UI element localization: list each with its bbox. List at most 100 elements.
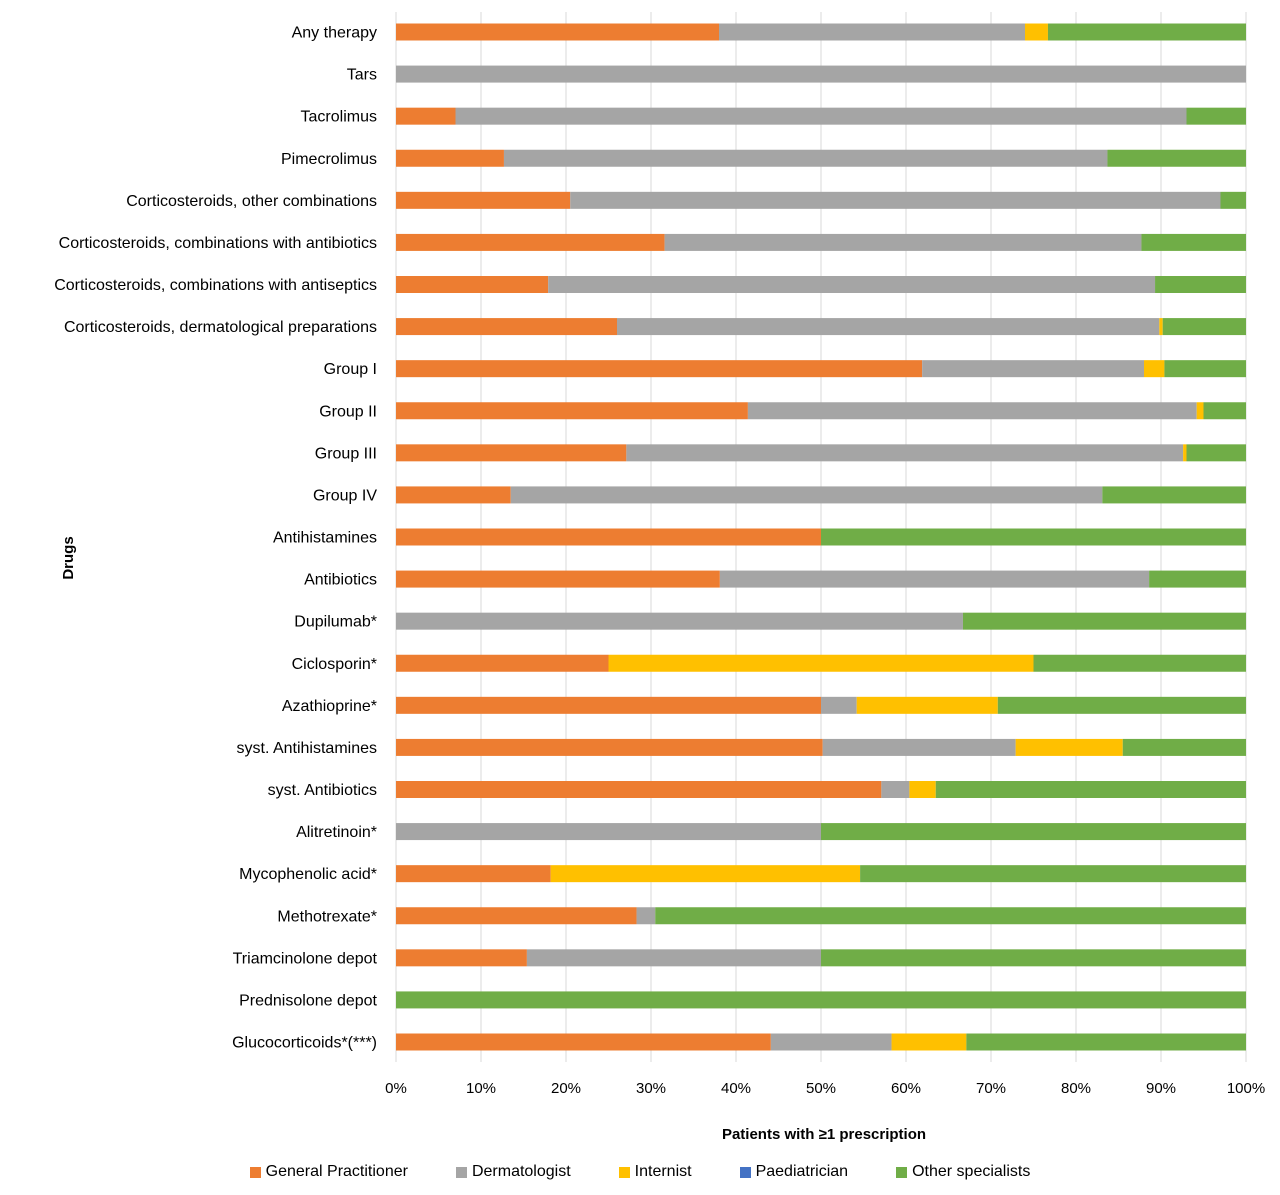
bar-segment [636, 907, 656, 925]
bar-segment [503, 149, 1108, 167]
legend-swatch [455, 1166, 467, 1178]
bar-segment [1144, 360, 1165, 378]
bar-segment [396, 696, 821, 714]
bar-segment [396, 612, 963, 630]
bar-segment [1122, 738, 1246, 756]
bar-segment [617, 318, 1160, 336]
bar-segment [396, 949, 527, 967]
bar-segment [881, 781, 910, 798]
bar-segment [822, 738, 1016, 756]
x-tick-label: 40% [721, 1080, 751, 1097]
bar-segment [550, 865, 861, 883]
bar-segment [396, 360, 923, 378]
bar-segment [909, 781, 936, 798]
bar-segment [922, 360, 1144, 378]
bar-segment [1164, 360, 1246, 378]
y-axis-title: Drugs [60, 536, 77, 579]
x-tick-label: 100% [1227, 1080, 1265, 1097]
category-label: Antihistamines [273, 530, 377, 547]
category-label: Glucocorticoids*(***) [232, 1035, 377, 1052]
x-tick-labels: 0% 10% 20% 30% 40% 50% 60% 70% 80% 90% 100% [385, 1080, 1265, 1097]
legend-label: Internist [634, 1163, 692, 1180]
bar-segment [1155, 276, 1246, 293]
category-label: Pimecrolimus [281, 151, 377, 168]
x-tick-label: 60% [891, 1080, 921, 1097]
bar-segment [396, 65, 1246, 83]
bar-segment [396, 149, 504, 167]
category-label: Group III [315, 445, 377, 462]
legend-swatch [618, 1166, 630, 1178]
bar-segment [821, 528, 1246, 546]
bar-segment [821, 696, 857, 714]
legend-item: Dermatologist [455, 1163, 571, 1181]
bar-segment [1033, 654, 1246, 672]
bar-segment [455, 107, 1187, 125]
legend-item: Other specialists [896, 1163, 1030, 1181]
bar-segment [396, 654, 609, 672]
x-tick-label: 30% [636, 1080, 666, 1097]
bar-segment [1186, 107, 1246, 125]
bar-segment [626, 444, 1184, 462]
bar-segment [1162, 318, 1246, 336]
bar-segment [1047, 23, 1246, 41]
bar-segment [396, 486, 511, 504]
category-label: Tacrolimus [301, 109, 377, 126]
bar-segment [1015, 738, 1123, 756]
bar-segment [1183, 444, 1187, 462]
category-label: Corticosteroids, combinations with antib… [59, 235, 377, 252]
x-axis-title: Patients with ≥1 prescription [722, 1126, 926, 1143]
legend-item: Internist [618, 1163, 692, 1181]
stacked-bar-chart: Any therapy Tars Tacrolimus Pimecrolimus Cor… [54, 12, 1265, 1143]
bar-segment [396, 865, 551, 883]
bar-segment [962, 612, 1246, 630]
bar-segment [396, 781, 882, 798]
category-label: Antibiotics [304, 572, 377, 589]
legend-item: General Practitioner [249, 1163, 408, 1181]
bar-segment [396, 233, 665, 251]
legend-swatch [896, 1166, 908, 1178]
category-labels: Any therapy Tars Tacrolimus Pimecrolimus Cor… [54, 25, 377, 1052]
legend-label: Dermatologist [471, 1163, 571, 1180]
bar-segment [396, 823, 821, 841]
category-label: Tars [347, 67, 377, 84]
legend-label: General Practitioner [265, 1163, 408, 1180]
x-tick-label: 0% [385, 1080, 407, 1097]
bar-segment [1203, 402, 1246, 420]
category-label: Triamcinolone depot [233, 950, 378, 967]
bar-segment [1107, 149, 1246, 167]
bar-segment [570, 191, 1221, 209]
bar-segment [821, 949, 1246, 967]
category-label: Azathioprine* [282, 698, 377, 715]
legend-swatch [739, 1166, 751, 1178]
bar-segment [891, 1033, 967, 1051]
legend: General Practitioner Dermatologist Interni… [0, 1163, 1280, 1181]
bar-segment [966, 1033, 1246, 1051]
bar-segment [860, 865, 1246, 883]
bar-segment [664, 233, 1142, 251]
category-label: Corticosteroids, other combinations [126, 193, 377, 210]
bar-segment [747, 402, 1197, 420]
bar-segment [719, 570, 1150, 588]
legend-item: Paediatrician [739, 1163, 848, 1181]
x-tick-label: 20% [551, 1080, 581, 1097]
bar-segment [997, 696, 1246, 714]
bar-segment [719, 23, 1025, 41]
bar-segment [396, 402, 748, 420]
category-label: Mycophenolic acid* [239, 866, 377, 883]
x-tick-label: 70% [976, 1080, 1006, 1097]
bar-segment [396, 318, 617, 336]
category-label: Group IV [313, 487, 377, 504]
category-label: Corticosteroids, combinations with antis… [54, 277, 377, 294]
bar-segment [396, 907, 637, 925]
bar-segment [608, 654, 1034, 672]
bars [396, 23, 1246, 1051]
bar-segment [526, 949, 821, 967]
bar-segment [396, 1033, 771, 1051]
bar-segment [856, 696, 998, 714]
bar-segment [396, 23, 719, 41]
bar-segment [548, 276, 1156, 293]
bar-segment [821, 823, 1246, 841]
bar-segment [396, 570, 720, 588]
x-tick-label: 90% [1146, 1080, 1176, 1097]
x-tick-label: 50% [806, 1080, 836, 1097]
